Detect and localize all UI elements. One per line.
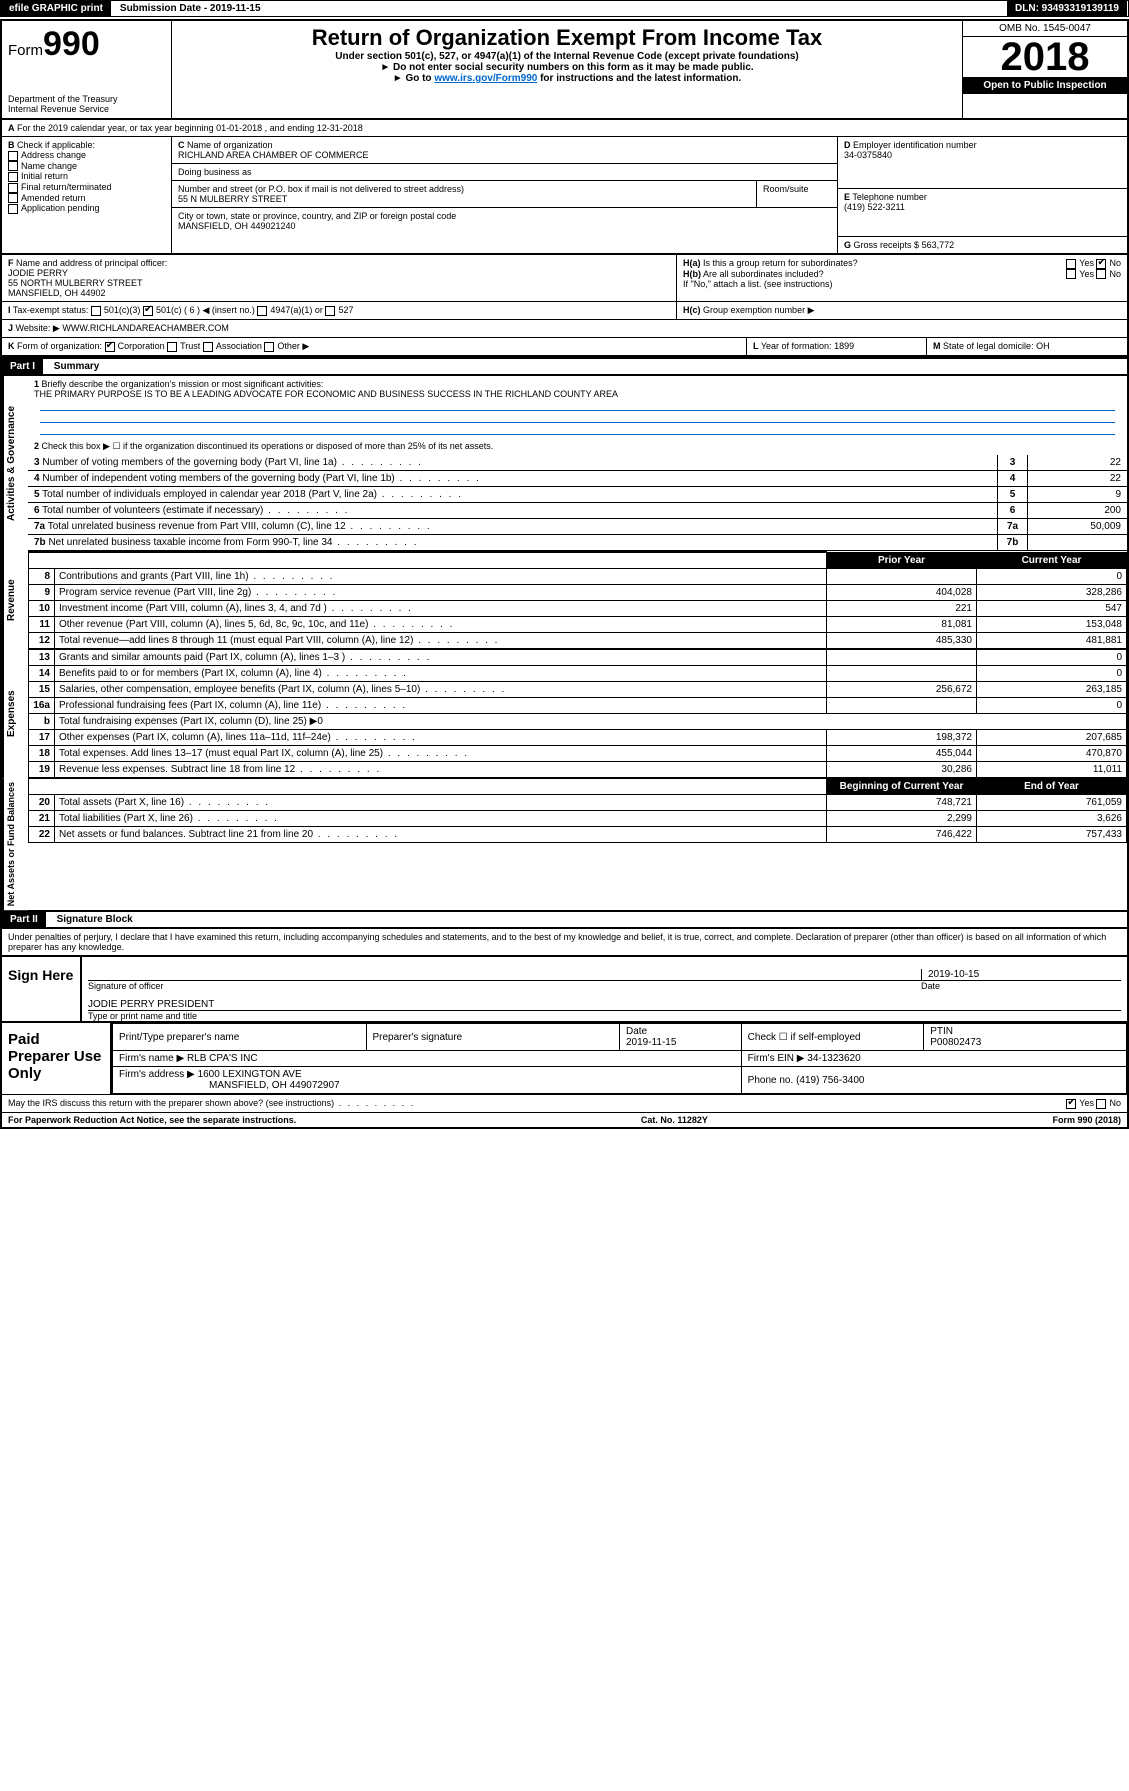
dept-label: Department of the Treasury: [8, 94, 165, 104]
table-row: 13Grants and similar amounts paid (Part …: [29, 650, 1127, 666]
part-ii-header: Part II: [2, 912, 46, 927]
expenses-table: 13Grants and similar amounts paid (Part …: [28, 649, 1127, 778]
year-formation: 1899: [834, 341, 854, 351]
checkbox-amended-return[interactable]: [8, 193, 18, 203]
ein-value: 34-0375840: [844, 150, 1121, 160]
vert-revenue: Revenue: [2, 551, 28, 649]
checkbox-hb-no[interactable]: [1096, 269, 1106, 279]
officer-addr1: 55 NORTH MULBERRY STREET: [8, 278, 670, 288]
table-row: 17Other expenses (Part IX, column (A), l…: [29, 730, 1127, 746]
org-name: RICHLAND AREA CHAMBER OF COMMERCE: [178, 150, 831, 160]
table-row: 12Total revenue—add lines 8 through 11 (…: [29, 633, 1127, 649]
firm-name: RLB CPA'S INC: [187, 1053, 258, 1064]
table-row: 16aProfessional fundraising fees (Part I…: [29, 698, 1127, 714]
table-row: 14Benefits paid to or for members (Part …: [29, 666, 1127, 682]
checkbox-discuss-no[interactable]: [1096, 1099, 1106, 1109]
table-row: 19Revenue less expenses. Subtract line 1…: [29, 762, 1127, 778]
revenue-table: Prior YearCurrent Year 8Contributions an…: [28, 551, 1127, 649]
firm-phone: (419) 756-3400: [796, 1075, 864, 1086]
checkbox-discuss-yes[interactable]: [1066, 1099, 1076, 1109]
form-header: Form990 Department of the Treasury Inter…: [2, 21, 1127, 120]
firm-addr: 1600 LEXINGTON AVE: [198, 1069, 302, 1080]
state-domicile: OH: [1036, 341, 1050, 351]
irs-label: Internal Revenue Service: [8, 104, 165, 114]
firm-ein: 34-1323620: [807, 1053, 860, 1064]
table-row: 8Contributions and grants (Part VIII, li…: [29, 569, 1127, 585]
checkbox-trust[interactable]: [167, 342, 177, 352]
checkbox-501c[interactable]: [143, 306, 153, 316]
checkbox-ha-no[interactable]: [1096, 259, 1106, 269]
officer-addr2: MANSFIELD, OH 44902: [8, 288, 670, 298]
officer-signature-name: JODIE PERRY PRESIDENT: [88, 999, 214, 1010]
summary-row: 4 Number of independent voting members o…: [28, 471, 1127, 487]
tax-year: 2018: [963, 37, 1127, 77]
preparer-table: Print/Type preparer's name Preparer's si…: [112, 1023, 1127, 1094]
summary-row: 7b Net unrelated business taxable income…: [28, 535, 1127, 551]
checkbox-hb-yes[interactable]: [1066, 269, 1076, 279]
checkbox-other[interactable]: [264, 342, 274, 352]
table-row: 15Salaries, other compensation, employee…: [29, 682, 1127, 698]
table-row: 10Investment income (Part VIII, column (…: [29, 601, 1127, 617]
sign-date: 2019-10-15: [921, 969, 1121, 980]
submission-date-label: Submission Date - 2019-11-15: [112, 1, 269, 16]
table-row: bTotal fundraising expenses (Part IX, co…: [29, 714, 1127, 730]
phone-value: (419) 522-3211: [844, 202, 1121, 212]
table-row: 20Total assets (Part X, line 16)748,7217…: [29, 795, 1127, 811]
pra-notice: For Paperwork Reduction Act Notice, see …: [8, 1115, 296, 1125]
summary-row: 6 Total number of volunteers (estimate i…: [28, 503, 1127, 519]
gross-receipts: 563,772: [922, 240, 955, 250]
checkbox-501c3[interactable]: [91, 306, 101, 316]
checkbox-4947[interactable]: [257, 306, 267, 316]
website-value: WWW.RICHLANDAREACHAMBER.COM: [62, 323, 229, 333]
efile-button[interactable]: efile GRAPHIC print: [1, 1, 112, 16]
dln-label: DLN: 93493319139119: [1007, 1, 1128, 16]
checkbox-association[interactable]: [203, 342, 213, 352]
checkbox-ha-yes[interactable]: [1066, 259, 1076, 269]
checkbox-initial-return[interactable]: [8, 172, 18, 182]
mission-text: THE PRIMARY PURPOSE IS TO BE A LEADING A…: [34, 389, 618, 399]
top-toolbar: efile GRAPHIC print Submission Date - 20…: [0, 0, 1129, 17]
ptin-value: P00802473: [930, 1037, 981, 1048]
paid-preparer-label: Paid Preparer Use Only: [2, 1023, 112, 1094]
perjury-declaration: Under penalties of perjury, I declare th…: [2, 929, 1127, 955]
sign-here-label: Sign Here: [2, 957, 82, 1021]
irs-link[interactable]: www.irs.gov/Form990: [434, 73, 537, 84]
cat-no: Cat. No. 11282Y: [641, 1115, 708, 1125]
org-address: 55 N MULBERRY STREET: [178, 194, 750, 204]
vert-activities-governance: Activities & Governance: [2, 376, 28, 551]
vert-expenses: Expenses: [2, 649, 28, 778]
form-title: Return of Organization Exempt From Incom…: [178, 25, 956, 51]
line-a-tax-year: A For the 2019 calendar year, or tax yea…: [2, 120, 1127, 137]
discuss-question: May the IRS discuss this return with the…: [8, 1098, 1066, 1109]
officer-name: JODIE PERRY: [8, 268, 670, 278]
form-note-ssn: Do not enter social security numbers on …: [178, 62, 956, 73]
table-row: 22Net assets or fund balances. Subtract …: [29, 827, 1127, 843]
vert-net-assets: Net Assets or Fund Balances: [2, 778, 28, 910]
org-city: MANSFIELD, OH 449021240: [178, 221, 831, 231]
table-row: 11Other revenue (Part VIII, column (A), …: [29, 617, 1127, 633]
form-subtitle: Under section 501(c), 527, or 4947(a)(1)…: [178, 51, 956, 62]
table-row: 9Program service revenue (Part VIII, lin…: [29, 585, 1127, 601]
form-container: Form990 Department of the Treasury Inter…: [0, 19, 1129, 1129]
table-row: 21Total liabilities (Part X, line 26)2,2…: [29, 811, 1127, 827]
checkbox-corporation[interactable]: [105, 342, 115, 352]
summary-row: 7a Total unrelated business revenue from…: [28, 519, 1127, 535]
table-row: 18Total expenses. Add lines 13–17 (must …: [29, 746, 1127, 762]
form-number: Form990: [8, 25, 165, 64]
checkbox-name-change[interactable]: [8, 161, 18, 171]
section-b-checkboxes: B Check if applicable: Address change Na…: [2, 137, 172, 253]
summary-row: 3 Number of voting members of the govern…: [28, 455, 1127, 471]
part-i-header: Part I: [2, 359, 43, 374]
form-ref: Form 990 (2018): [1052, 1115, 1121, 1125]
net-assets-table: Beginning of Current YearEnd of Year 20T…: [28, 778, 1127, 843]
summary-row: 5 Total number of individuals employed i…: [28, 487, 1127, 503]
checkbox-address-change[interactable]: [8, 151, 18, 161]
checkbox-final-return[interactable]: [8, 183, 18, 193]
open-public-badge: Open to Public Inspection: [963, 77, 1127, 94]
checkbox-527[interactable]: [325, 306, 335, 316]
form-note-link: Go to www.irs.gov/Form990 for instructio…: [178, 73, 956, 84]
checkbox-application-pending[interactable]: [8, 204, 18, 214]
